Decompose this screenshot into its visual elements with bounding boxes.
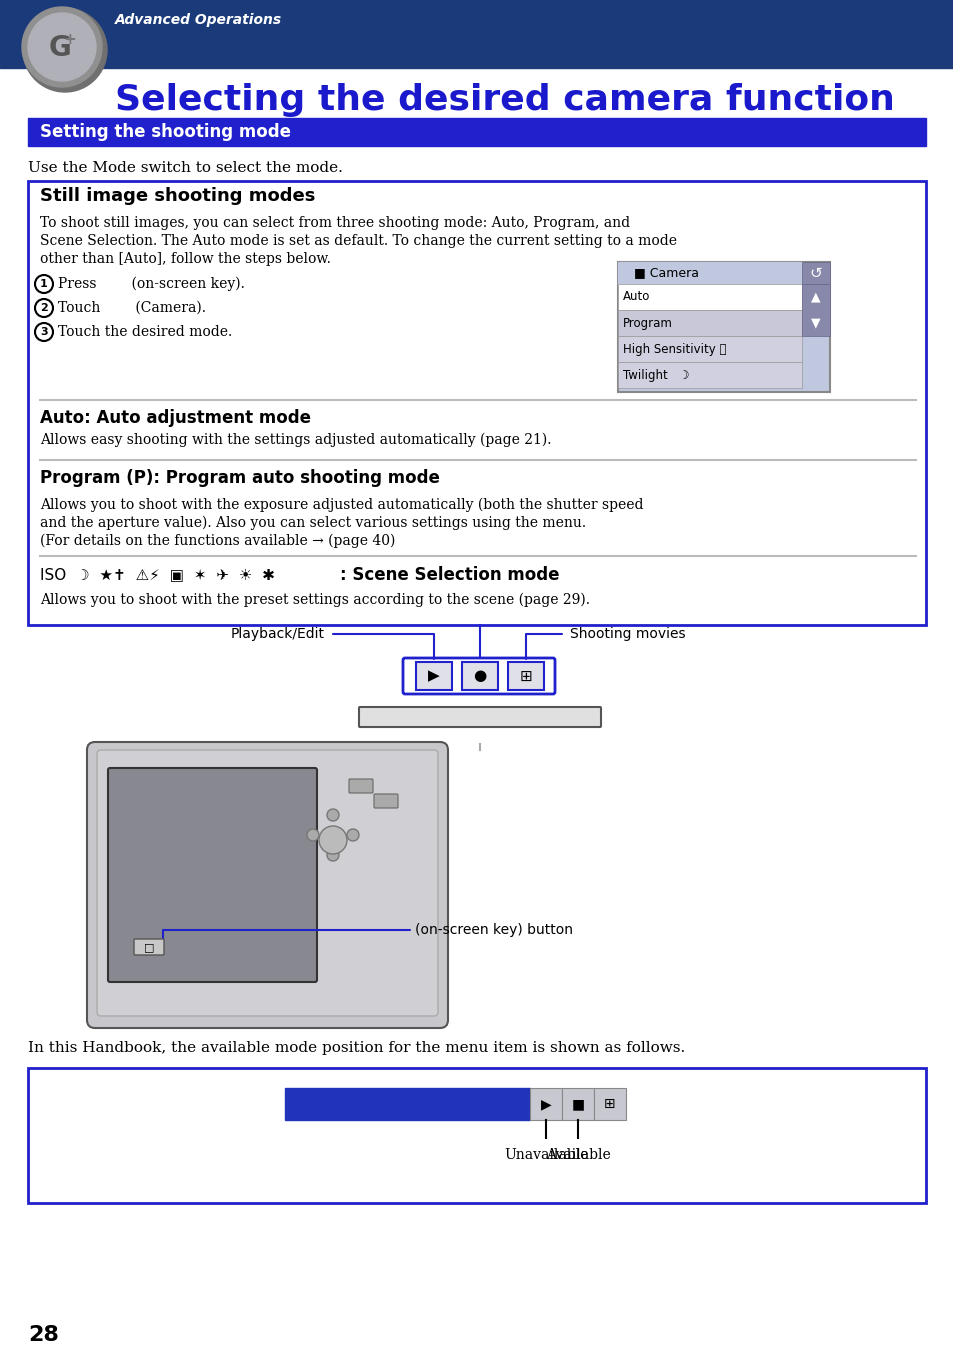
FancyBboxPatch shape [358,707,600,727]
Text: Program (P): Program auto shooting mode: Program (P): Program auto shooting mode [40,470,439,487]
Bar [530,1088,561,1120]
FancyBboxPatch shape [133,939,164,955]
Text: ▲: ▲ [810,290,820,304]
Text: ●: ● [473,669,486,684]
Text: 2: 2 [40,303,48,313]
Circle shape [318,826,347,854]
Text: Playback/Edit: Playback/Edit [231,627,325,641]
Bar [0,0,953,68]
Text: To shoot still images, you can select from three shooting mode: Auto, Program, a: To shoot still images, you can select fr… [40,216,630,229]
Text: Auto: Auto adjustment mode: Auto: Auto adjustment mode [40,408,311,427]
Text: ■ Camera: ■ Camera [634,266,699,280]
Circle shape [35,275,53,293]
Text: Touch        (Camera).: Touch (Camera). [58,301,206,315]
Text: : Scene Selection mode: : Scene Selection mode [339,566,558,584]
Text: +: + [64,33,76,47]
Text: ▶: ▶ [428,669,439,684]
Text: ■: ■ [571,1096,584,1111]
Bar [461,662,497,689]
Text: In this Handbook, the available mode position for the menu item is shown as foll: In this Handbook, the available mode pos… [28,1041,684,1054]
Bar [801,284,829,337]
Text: 28: 28 [28,1324,59,1345]
Bar [416,662,452,689]
Text: ↺: ↺ [809,266,821,281]
Circle shape [22,7,102,87]
FancyBboxPatch shape [374,794,397,807]
Bar [618,309,801,337]
FancyBboxPatch shape [97,750,437,1016]
Text: (on-screen key) button: (on-screen key) button [415,923,573,936]
FancyBboxPatch shape [87,742,448,1029]
Text: ⊞: ⊞ [603,1096,616,1111]
Text: Use the Mode switch to select the mode.: Use the Mode switch to select the mode. [28,161,342,175]
Bar [507,662,543,689]
Text: 1: 1 [40,280,48,289]
Circle shape [307,829,318,841]
Text: ISO  ☽  ★✝  ⚠⚡  ▣  ✶  ✈  ☀  ✱: ISO ☽ ★✝ ⚠⚡ ▣ ✶ ✈ ☀ ✱ [40,567,274,582]
Text: Press        (on-screen key).: Press (on-screen key). [58,277,245,292]
Text: other than [Auto], follow the steps below.: other than [Auto], follow the steps belo… [40,252,331,266]
Circle shape [35,299,53,318]
Text: Twilight   ☽: Twilight ☽ [622,369,689,381]
FancyBboxPatch shape [349,779,373,792]
Text: ▼: ▼ [810,316,820,330]
Circle shape [28,14,96,81]
Text: and the aperture value). Also you can select various settings using the menu.: and the aperture value). Also you can se… [40,516,585,531]
Text: G: G [49,34,71,62]
Text: Advanced Operations: Advanced Operations [115,14,282,27]
Circle shape [347,829,358,841]
Bar [561,1088,594,1120]
Text: Selecting the desired camera function: Selecting the desired camera function [115,83,894,117]
Circle shape [23,8,107,92]
Text: Shooting movies: Shooting movies [569,627,685,641]
Text: □: □ [144,942,154,953]
Text: Still image shooting modes: Still image shooting modes [40,187,315,205]
Text: Available: Available [545,1148,610,1162]
Text: Allows easy shooting with the settings adjusted automatically (page 21).: Allows easy shooting with the settings a… [40,433,551,448]
Text: High Sensitivity Ⓢ: High Sensitivity Ⓢ [622,342,726,356]
Bar [618,337,801,362]
Circle shape [327,809,338,821]
Text: Program: Program [622,316,672,330]
Text: Setting the shooting mode: Setting the shooting mode [40,123,291,141]
Bar [618,262,801,284]
Circle shape [35,323,53,341]
FancyBboxPatch shape [108,768,316,982]
Bar [618,262,829,392]
Text: Allows you to shoot with the exposure adjusted automatically (both the shutter s: Allows you to shoot with the exposure ad… [40,498,643,513]
Text: (For details on the functions available → (page 40): (For details on the functions available … [40,535,395,548]
Text: ▶: ▶ [540,1096,551,1111]
Text: Scene Selection. The Auto mode is set as default. To change the current setting : Scene Selection. The Auto mode is set as… [40,233,677,248]
Bar [28,118,925,147]
Bar [28,180,925,626]
Text: Auto: Auto [622,290,650,304]
FancyBboxPatch shape [402,658,555,693]
Bar [285,1088,530,1120]
Text: Allows you to shoot with the preset settings according to the scene (page 29).: Allows you to shoot with the preset sett… [40,593,589,607]
Circle shape [327,849,338,860]
Text: Touch the desired mode.: Touch the desired mode. [58,324,232,339]
Text: ⊞: ⊞ [519,669,532,684]
Text: Unavailable: Unavailable [503,1148,588,1162]
Bar [594,1088,625,1120]
Bar [618,362,801,388]
Bar [801,262,829,284]
Bar [618,284,801,309]
Text: 3: 3 [40,327,48,337]
Bar [28,1068,925,1204]
